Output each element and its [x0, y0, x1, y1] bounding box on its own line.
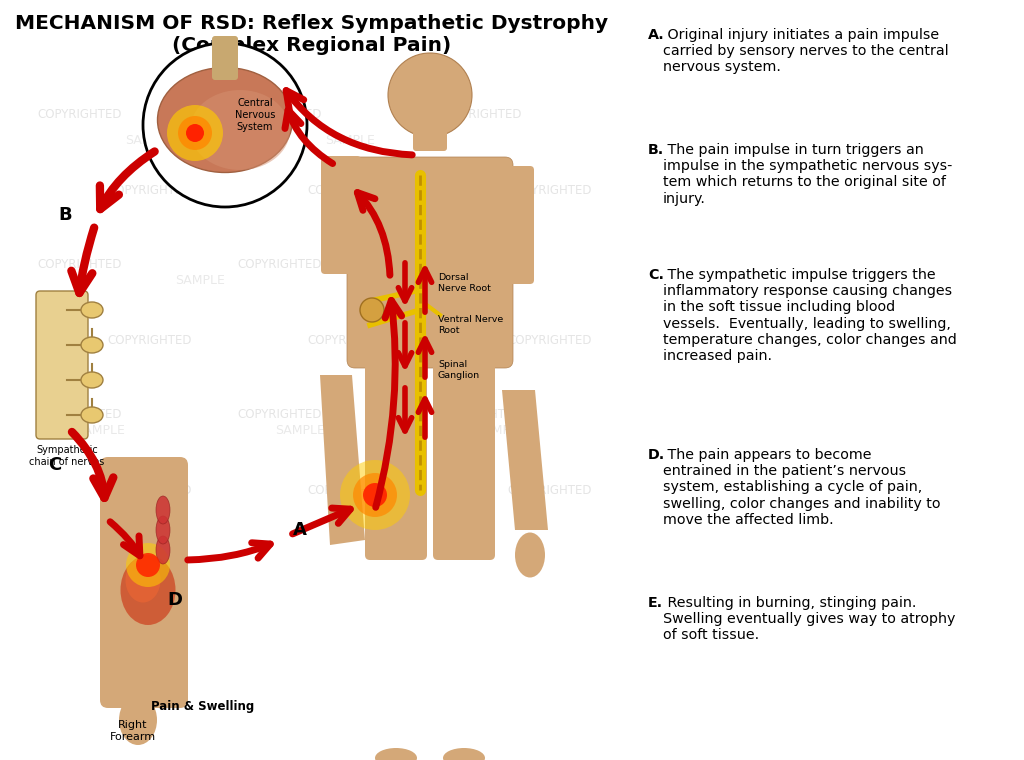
Text: COPYRIGHTED: COPYRIGHTED	[108, 483, 193, 496]
Text: SAMPLE: SAMPLE	[275, 423, 325, 436]
Ellipse shape	[81, 407, 103, 423]
Circle shape	[143, 43, 307, 207]
Text: COPYRIGHTED: COPYRIGHTED	[238, 409, 323, 422]
Text: C.: C.	[648, 268, 664, 282]
Ellipse shape	[121, 555, 175, 625]
Circle shape	[353, 473, 397, 517]
Text: D.: D.	[648, 448, 666, 462]
Ellipse shape	[81, 337, 103, 353]
Text: COPYRIGHTED: COPYRIGHTED	[437, 109, 522, 122]
Text: COPYRIGHTED: COPYRIGHTED	[238, 109, 323, 122]
Text: Pain & Swelling: Pain & Swelling	[152, 700, 255, 713]
Circle shape	[167, 105, 223, 161]
Text: (Complex Regional Pain): (Complex Regional Pain)	[172, 36, 452, 55]
Circle shape	[136, 553, 160, 577]
Text: SAMPLE: SAMPLE	[375, 274, 425, 287]
Text: SAMPLE: SAMPLE	[475, 423, 525, 436]
Text: COPYRIGHTED: COPYRIGHTED	[38, 109, 122, 122]
Text: COPYRIGHTED: COPYRIGHTED	[508, 483, 592, 496]
Text: Spinal
Ganglion: Spinal Ganglion	[438, 360, 480, 380]
Ellipse shape	[156, 516, 170, 544]
Text: The pain appears to become
entrained in the patient’s nervous
system, establishi: The pain appears to become entrained in …	[663, 448, 940, 527]
Text: MECHANISM OF RSD: Reflex Sympathetic Dystrophy: MECHANISM OF RSD: Reflex Sympathetic Dys…	[15, 14, 608, 33]
Text: COPYRIGHTED: COPYRIGHTED	[308, 483, 392, 496]
Text: COPYRIGHTED: COPYRIGHTED	[108, 334, 193, 347]
Text: Central
Nervous
System: Central Nervous System	[234, 98, 275, 131]
Text: Resulting in burning, stinging pain.
Swelling eventually gives way to atrophy
of: Resulting in burning, stinging pain. Swe…	[663, 596, 955, 642]
Text: The sympathetic impulse triggers the
inflammatory response causing changes
in th: The sympathetic impulse triggers the inf…	[663, 268, 956, 363]
Ellipse shape	[156, 496, 170, 524]
FancyBboxPatch shape	[212, 36, 238, 80]
Text: COPYRIGHTED: COPYRIGHTED	[238, 258, 323, 271]
Text: The pain impulse in turn triggers an
impulse in the sympathetic nervous sys-
tem: The pain impulse in turn triggers an imp…	[663, 143, 952, 206]
Text: B.: B.	[648, 143, 665, 157]
Text: COPYRIGHTED: COPYRIGHTED	[508, 183, 592, 197]
Text: Ventral Nerve
Root: Ventral Nerve Root	[438, 315, 503, 334]
Text: COPYRIGHTED: COPYRIGHTED	[437, 258, 522, 271]
Text: D: D	[168, 591, 182, 609]
Ellipse shape	[81, 372, 103, 388]
Ellipse shape	[375, 748, 417, 760]
Text: A: A	[293, 521, 307, 539]
Ellipse shape	[515, 533, 545, 578]
Text: Original injury initiates a pain impulse
carried by sensory nerves to the centra: Original injury initiates a pain impulse…	[663, 28, 948, 74]
Circle shape	[178, 116, 212, 150]
Text: C: C	[48, 456, 61, 474]
Text: COPYRIGHTED: COPYRIGHTED	[308, 334, 392, 347]
Text: B: B	[58, 206, 72, 224]
FancyBboxPatch shape	[321, 156, 361, 274]
Ellipse shape	[443, 748, 485, 760]
Text: SAMPLE: SAMPLE	[175, 274, 225, 287]
Ellipse shape	[158, 68, 293, 173]
Text: COPYRIGHTED: COPYRIGHTED	[38, 409, 122, 422]
Circle shape	[126, 543, 170, 587]
Text: Right
Forearm: Right Forearm	[110, 720, 156, 742]
Ellipse shape	[81, 302, 103, 318]
FancyBboxPatch shape	[365, 345, 427, 560]
FancyBboxPatch shape	[36, 291, 88, 439]
FancyBboxPatch shape	[494, 166, 534, 284]
FancyBboxPatch shape	[347, 157, 513, 368]
Text: E.: E.	[648, 596, 664, 610]
Ellipse shape	[156, 536, 170, 564]
Ellipse shape	[350, 163, 510, 217]
FancyBboxPatch shape	[433, 345, 495, 560]
Text: COPYRIGHTED: COPYRIGHTED	[38, 258, 122, 271]
Text: Dorsal
Nerve Root: Dorsal Nerve Root	[438, 274, 490, 293]
Text: COPYRIGHTED: COPYRIGHTED	[437, 409, 522, 422]
Text: A.: A.	[648, 28, 665, 42]
Circle shape	[360, 298, 384, 322]
Ellipse shape	[190, 90, 290, 170]
Text: SAMPLE: SAMPLE	[325, 134, 375, 147]
Polygon shape	[319, 375, 365, 545]
Polygon shape	[502, 390, 548, 530]
Circle shape	[388, 53, 472, 137]
Text: COPYRIGHTED: COPYRIGHTED	[108, 183, 193, 197]
Circle shape	[340, 460, 410, 530]
FancyBboxPatch shape	[100, 457, 188, 708]
Ellipse shape	[126, 558, 161, 603]
FancyBboxPatch shape	[413, 123, 447, 151]
Text: SAMPLE: SAMPLE	[125, 134, 175, 147]
Text: COPYRIGHTED: COPYRIGHTED	[308, 183, 392, 197]
Text: COPYRIGHTED: COPYRIGHTED	[508, 334, 592, 347]
Text: Sympathetic
chain of nerves: Sympathetic chain of nerves	[30, 445, 104, 467]
Circle shape	[186, 124, 204, 142]
Text: SAMPLE: SAMPLE	[75, 423, 125, 436]
Circle shape	[362, 483, 387, 507]
Ellipse shape	[119, 695, 157, 745]
